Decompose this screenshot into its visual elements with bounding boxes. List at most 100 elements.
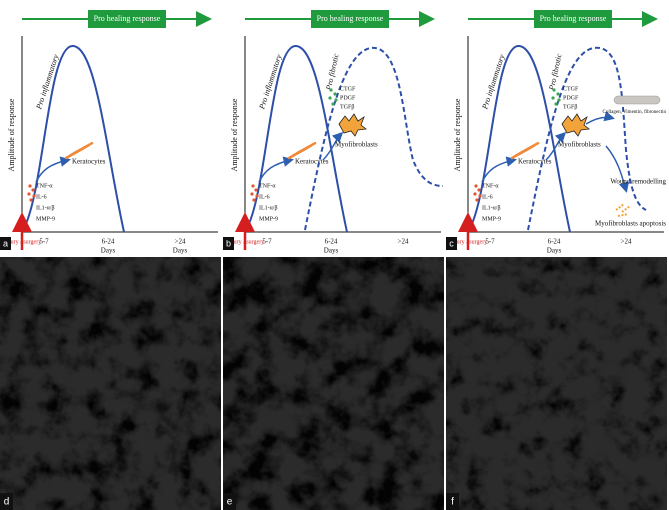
x-label: >24 [175, 238, 186, 246]
header-box [311, 10, 389, 28]
days-label: Days [173, 247, 188, 255]
cytokine: MMP-9 [259, 216, 278, 222]
x-label: 5-7 [262, 238, 272, 246]
growth-factor-dot [556, 92, 560, 96]
micrograph-shade [0, 257, 221, 510]
injury: Injury / surgery [450, 239, 487, 245]
ecm: Collagen, Vimentin, fibronectin [603, 110, 667, 115]
growth-factor: TGFβ [340, 104, 354, 110]
cytokine-dot [474, 184, 478, 188]
panel-label-box [0, 237, 11, 250]
cytokine: TNF-α [259, 183, 276, 189]
micrograph-panel: f [446, 257, 667, 510]
panel-label: d [4, 497, 10, 508]
panel-label-box [223, 493, 236, 510]
micrograph-panel: d [0, 257, 221, 510]
panel-label: c [449, 238, 454, 248]
myofibroblasts: Myofibroblasts [558, 141, 601, 149]
ecm-icon [613, 95, 661, 105]
apoptosis-icon [615, 203, 631, 217]
micrograph-shade [223, 257, 444, 510]
y-axis-label: Amplitude of response [453, 98, 462, 171]
cytokine-dot [32, 194, 36, 198]
cytokine-dot [251, 184, 255, 188]
cytokine-arrow [35, 156, 71, 183]
panel-label: b [226, 238, 231, 248]
x-label: 6-24 [325, 238, 338, 246]
panel-bg [0, 0, 222, 255]
panel-label: a [3, 238, 8, 248]
cytokine-dot [27, 192, 31, 196]
growth-factor: TGFβ [563, 104, 577, 110]
inflammatory-curve [246, 44, 348, 233]
cytokine-dot [254, 188, 258, 192]
apoptosis: Myofibroblasts apoptosis [595, 220, 666, 228]
panel-label: f [451, 497, 454, 508]
header-box [88, 10, 166, 28]
growth-factor: CTGF [340, 86, 356, 92]
x-label: 5-7 [39, 238, 49, 246]
panel-label-box [446, 237, 457, 250]
keratocyte-arrow [545, 131, 567, 161]
days-label: Days [547, 247, 562, 255]
cytokine: TNF-α [36, 183, 53, 189]
cytokine-dot [252, 198, 256, 202]
days-label: Days [324, 247, 339, 255]
myofibroblast-icon [561, 113, 590, 137]
panel-label: e [227, 497, 233, 508]
panel-label-box [446, 493, 459, 510]
keratocytes: Keratocytes [518, 158, 552, 166]
x-label: 6-24 [548, 238, 561, 246]
y-axis-label: Amplitude of response [7, 98, 16, 171]
inflammatory-curve [469, 44, 571, 233]
cytokine-dot [473, 192, 477, 196]
inflammatory-curve [23, 44, 125, 233]
y-axis-label: Amplitude of response [230, 98, 239, 171]
growth-factor-dot [331, 102, 335, 106]
cytokine-dot [477, 188, 481, 192]
fibrotic-curve [304, 46, 444, 231]
cytokine-dot [31, 188, 35, 192]
keratocytes: Keratocytes [72, 158, 106, 166]
cytokine: IL-6 [36, 194, 47, 200]
growth-factor-dot [329, 88, 333, 92]
cytokine: IL-6 [482, 194, 493, 200]
growth-factor-dot [334, 98, 338, 102]
myofibroblast-icon [338, 113, 367, 137]
diagram-panel: Pro healing response Amplitude of respons… [0, 0, 222, 255]
diagram-panel: Pro healing response Amplitude of respons… [446, 0, 668, 255]
cytokine-arrow [258, 156, 294, 183]
remodelling-arrow [605, 145, 629, 193]
keratocyte-icon [518, 141, 540, 155]
keratocyte-icon [72, 141, 94, 155]
injury: Injury / surgery [4, 239, 41, 245]
growth-factor-dot [551, 96, 555, 100]
micrograph-texture [223, 257, 444, 510]
keratocyte-arrow [322, 131, 344, 161]
header: Pro healing response [540, 14, 607, 23]
growth-factor-dot [333, 92, 337, 96]
panel-bg [446, 0, 668, 255]
cytokine: TNF-α [482, 183, 499, 189]
fibrotic-curve [527, 46, 647, 231]
header: Pro healing response [94, 14, 161, 23]
cytokine: IL1-α/β [36, 205, 55, 211]
myofibroblasts: Myofibroblasts [335, 141, 378, 149]
cytokine-dot [475, 198, 479, 202]
x-label: 6-24 [102, 238, 115, 246]
growth-factor-dot [552, 88, 556, 92]
x-label: 5-7 [485, 238, 495, 246]
remodelling: Wound remodelling [610, 178, 666, 186]
cytokine-dot [250, 192, 254, 196]
growth-factor: CTGF [563, 86, 579, 92]
panel-label-box [223, 237, 234, 250]
growth-factor-dot [554, 102, 558, 106]
panel-label-box [0, 493, 13, 510]
micrograph-texture [0, 257, 221, 510]
keratocyte-icon [295, 141, 317, 155]
growth-factor-dot [328, 96, 332, 100]
diagram-panel: Pro healing response Amplitude of respons… [223, 0, 445, 255]
ecm-arrow [585, 111, 615, 125]
days-label: Days [101, 247, 116, 255]
